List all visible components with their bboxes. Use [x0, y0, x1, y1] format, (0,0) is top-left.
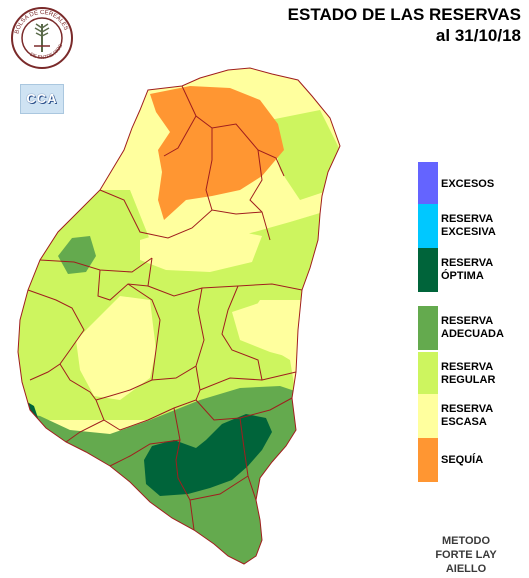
- zone-sequia: [150, 86, 284, 220]
- department-boundaries: [17, 67, 341, 565]
- map-date: al 31/10/18: [435, 26, 521, 45]
- legend-swatch: [418, 306, 438, 350]
- legend-label: RESERVA REGULAR: [441, 361, 496, 386]
- legend-swatch: [418, 204, 438, 248]
- zone-regular-north: [270, 110, 340, 200]
- legend-label: SEQUÍA: [441, 453, 484, 466]
- legend: EXCESOS RESERVA EXCESIVA RESERVA ÓPTIMA …: [418, 162, 528, 492]
- legend-swatch: [418, 162, 438, 206]
- legend-item-reserva-adecuada: RESERVA ADECUADA: [418, 306, 528, 350]
- bolsa-cereales-seal-logo: BOLSA DE CEREALES DE ENTRE RIOS: [11, 7, 73, 69]
- legend-item-reserva-optima: RESERVA ÓPTIMA: [418, 248, 528, 292]
- legend-item-reserva-excesiva: RESERVA EXCESIVA: [418, 204, 528, 248]
- legend-item-reserva-regular: RESERVA REGULAR: [418, 352, 528, 396]
- legend-label: EXCESOS: [441, 177, 495, 190]
- zone-adecuada-northwest: [58, 236, 96, 274]
- legend-item-sequia: SEQUÍA: [418, 438, 528, 482]
- method-note: METODO FORTE LAY AIELLO: [435, 535, 497, 575]
- legend-label: RESERVA EXCESIVA: [441, 213, 496, 238]
- zone-escasa-center: [76, 296, 156, 400]
- legend-item-excesos: EXCESOS: [418, 162, 528, 206]
- legend-label: RESERVA ÓPTIMA: [441, 257, 494, 282]
- legend-swatch: [418, 352, 438, 396]
- legend-swatch: [418, 438, 438, 482]
- cca-logo-text: CCA: [26, 91, 58, 106]
- legend-label: RESERVA ADECUADA: [441, 315, 504, 340]
- zone-escasa-east: [232, 300, 300, 360]
- map-title: ESTADO DE LAS RESERVAS: [287, 5, 521, 24]
- zone-optima: [144, 414, 272, 496]
- cca-logo: CCA: [20, 84, 64, 114]
- legend-item-reserva-escasa: RESERVA ESCASA: [418, 394, 528, 438]
- legend-swatch: [418, 394, 438, 438]
- legend-swatch: [418, 248, 438, 292]
- map-title-block: ESTADO DE LAS RESERVAS al 31/10/18: [288, 4, 521, 46]
- legend-label: RESERVA ESCASA: [441, 403, 494, 428]
